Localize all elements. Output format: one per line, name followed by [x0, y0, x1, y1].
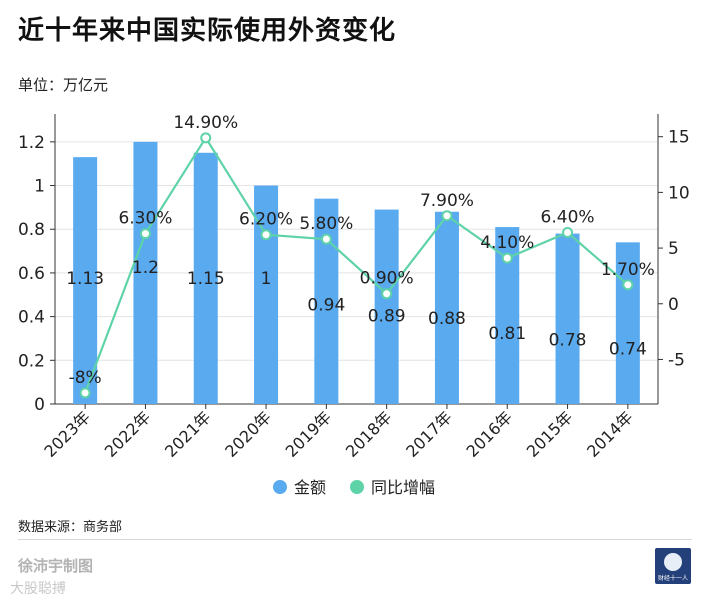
legend-label: 同比增幅 — [371, 478, 435, 497]
globe-icon — [664, 553, 682, 571]
growth-point — [562, 226, 574, 238]
bar-value-label: 0.94 — [307, 296, 345, 316]
right-tick-label: 15 — [668, 128, 690, 148]
right-tick-label: 5 — [668, 239, 679, 259]
x-tick-label: 2023年 — [40, 407, 94, 461]
growth-point — [441, 210, 453, 222]
bar — [615, 242, 640, 404]
growth-label: 6.30% — [118, 209, 172, 229]
x-tick-label: 2018年 — [342, 407, 396, 461]
bar — [555, 233, 580, 404]
growth-point — [381, 288, 393, 300]
growth-point — [320, 233, 332, 245]
x-tick-label: 2022年 — [101, 407, 155, 461]
growth-point — [79, 387, 91, 399]
left-tick-label: 0 — [34, 395, 45, 415]
growth-line — [84, 135, 629, 394]
growth-point — [200, 132, 212, 144]
bar — [73, 157, 98, 404]
right-tick-label: -5 — [668, 350, 685, 370]
right-tick-label: 0 — [668, 295, 679, 315]
x-tick-label: 2016年 — [463, 407, 517, 461]
growth-label: 14.90% — [173, 113, 238, 133]
x-tick-label: 2021年 — [161, 407, 215, 461]
bar-value-label: 0.88 — [428, 309, 466, 329]
bar-value-label: 0.89 — [368, 307, 406, 327]
bar-value-label: 1.13 — [66, 269, 104, 289]
growth-point — [622, 279, 634, 291]
publisher-logo: 财经十一人 — [655, 548, 691, 584]
growth-point — [501, 252, 513, 264]
bar — [254, 185, 279, 404]
author-credit: 徐沛宇制图 — [18, 557, 94, 575]
unit-label: 单位：万亿元 — [18, 76, 109, 94]
legend-swatch — [273, 480, 287, 494]
growth-label: 4.10% — [480, 233, 534, 253]
logo-label: 财经十一人 — [657, 575, 688, 582]
growth-label: 0.90% — [360, 269, 414, 289]
legend-swatch — [350, 480, 364, 494]
bar — [193, 152, 218, 404]
bar-value-label: 0.81 — [488, 324, 526, 344]
page-title: 近十年来中国实际使用外资变化 — [18, 16, 397, 46]
growth-label: 5.80% — [299, 214, 353, 234]
left-tick-label: 0.8 — [18, 220, 45, 240]
bar-value-label: 0.74 — [609, 339, 647, 359]
x-tick-label: 2015年 — [523, 407, 577, 461]
bar-value-label: 1.2 — [132, 258, 159, 278]
right-tick-label: 10 — [668, 183, 690, 203]
left-tick-label: 0.6 — [18, 264, 45, 284]
growth-label: 1.70% — [601, 260, 655, 280]
x-tick-label: 2014年 — [583, 407, 637, 461]
left-tick-label: 1 — [34, 177, 45, 197]
growth-label: 7.90% — [420, 191, 474, 211]
bar — [314, 198, 339, 404]
growth-label: 6.40% — [541, 207, 595, 227]
data-source: 数据来源：商务部 — [18, 520, 123, 535]
x-tick-label: 2020年 — [221, 407, 275, 461]
growth-label: 6.20% — [239, 210, 293, 230]
growth-point — [139, 228, 151, 240]
legend-label: 金额 — [294, 478, 326, 497]
footer-divider — [18, 539, 692, 540]
bar — [374, 209, 399, 404]
bar-value-label: 1 — [261, 269, 272, 289]
left-tick-label: 1.2 — [18, 133, 45, 153]
left-tick-label: 0.2 — [18, 351, 45, 371]
x-tick-label: 2019年 — [282, 407, 336, 461]
x-tick-label: 2017年 — [402, 407, 456, 461]
bar-value-label: 1.15 — [187, 269, 225, 289]
watermark: 大股聪搏 — [10, 581, 66, 597]
bar — [133, 141, 158, 404]
growth-label: -8% — [69, 368, 102, 388]
bar — [434, 211, 459, 404]
growth-point — [260, 229, 272, 241]
left-tick-label: 0.4 — [18, 308, 45, 328]
bar-value-label: 0.78 — [549, 331, 587, 351]
